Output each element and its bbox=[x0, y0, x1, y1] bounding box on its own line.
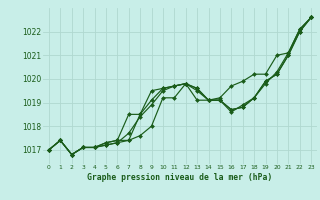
X-axis label: Graphe pression niveau de la mer (hPa): Graphe pression niveau de la mer (hPa) bbox=[87, 173, 273, 182]
